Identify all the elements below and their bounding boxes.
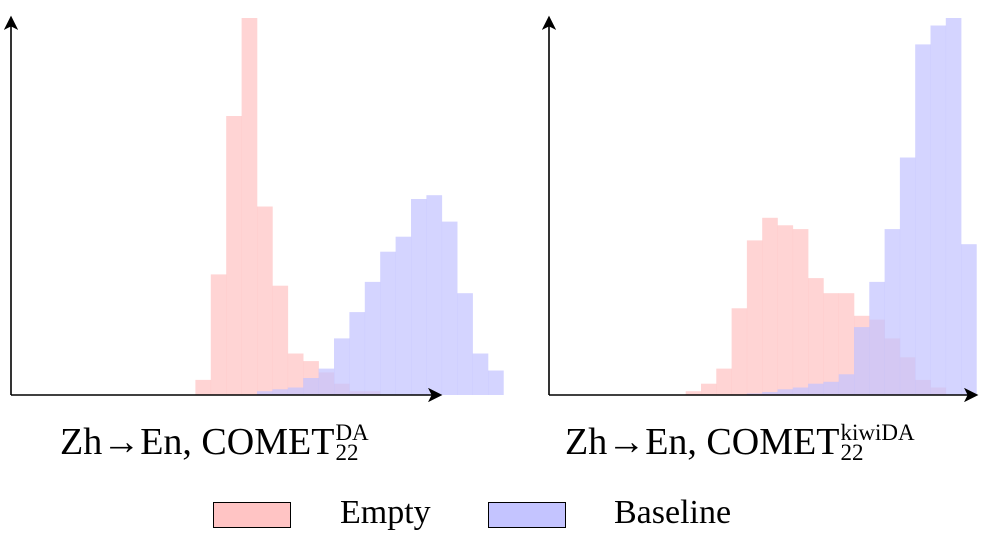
bar-baseline [426,195,443,395]
bar-empty [762,217,778,395]
bar-empty [287,353,304,395]
series-baseline [731,18,977,396]
bar-baseline [287,387,304,395]
bar-baseline [762,392,778,395]
bar-empty [210,274,227,395]
bar-baseline [945,18,962,395]
bar-baseline [899,157,916,395]
bar-empty [701,383,717,395]
caption-text: Zh→En, COMET [565,421,840,463]
bar-baseline [792,387,809,395]
bar-baseline [257,391,273,395]
bar-empty [823,293,839,395]
histogram-panel-comet22-kiwida [541,15,979,403]
legend-swatch-empty [213,502,291,528]
bar-empty [731,308,748,395]
panel-caption-comet22-da: Zh→En, COMET DA 22 [60,420,369,464]
bar-baseline [961,244,977,395]
bar-baseline [364,281,381,395]
bar-baseline [441,221,458,395]
caption-subscript: 22 [840,440,864,465]
bar-empty [746,240,763,395]
panel-caption-comet22-kiwida: Zh→En, COMET kiwiDA 22 [565,420,915,464]
bar-empty [685,391,702,395]
bar-empty [257,206,273,395]
bar-baseline [854,327,870,395]
bar-baseline [272,389,289,395]
caption-subscript: 22 [335,440,359,465]
bar-empty [272,285,289,395]
bar-baseline [380,251,396,395]
bar-baseline [869,281,885,395]
bar-baseline [349,312,366,395]
bar-baseline [838,374,855,395]
bar-empty [808,278,824,395]
caption-text: Zh→En, COMET [60,421,335,463]
bar-empty [195,379,212,395]
bar-empty [226,116,242,395]
bar-baseline [808,383,824,395]
bar-empty [792,229,809,395]
caption-superscript: DA [335,420,369,445]
bar-baseline [318,368,335,395]
bar-baseline [488,370,504,395]
bar-baseline [472,353,489,395]
series-baseline [257,195,504,395]
legend-label-baseline: Baseline [614,494,732,531]
bar-baseline [395,236,412,395]
histogram-panel-comet22-da [3,15,504,403]
bar-baseline [823,381,839,395]
bar-empty [777,225,794,395]
bar-baseline [457,293,473,395]
bar-baseline [884,229,901,395]
bar-baseline [930,25,947,395]
bar-baseline [411,199,427,395]
bar-baseline [777,389,794,395]
bar-baseline [334,338,350,395]
bar-empty [716,368,732,395]
bar-empty [241,18,258,395]
legend-swatch-baseline [488,502,566,528]
bar-baseline [303,378,319,395]
caption-superscript: kiwiDA [840,420,915,445]
legend: Empty Baseline [0,494,989,540]
bar-empty [838,293,855,395]
bar-baseline [915,44,931,396]
legend-label-empty: Empty [340,494,431,531]
